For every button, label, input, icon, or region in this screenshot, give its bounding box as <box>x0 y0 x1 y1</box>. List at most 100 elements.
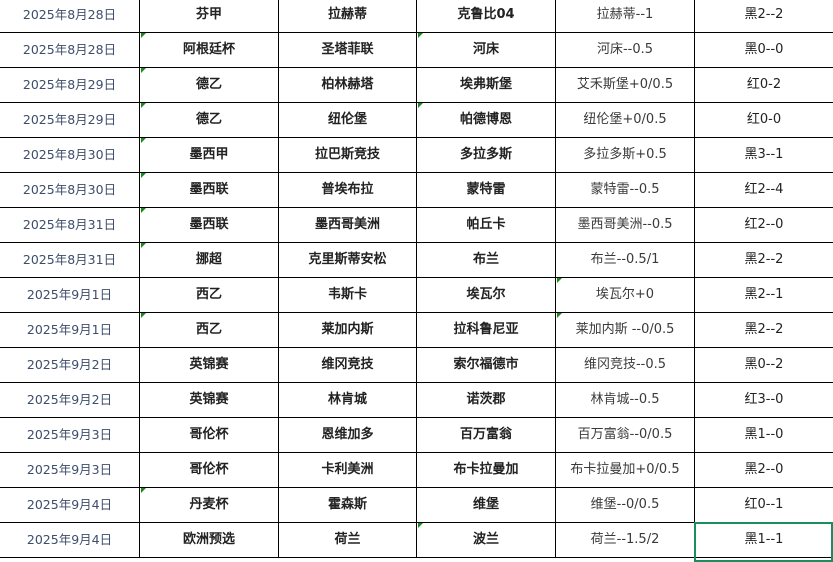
cell-league[interactable]: 挪超 <box>140 243 279 277</box>
cell-home[interactable]: 恩维加多 <box>279 418 417 452</box>
league-text: 挪超 <box>195 252 222 267</box>
cell-away[interactable]: 埃瓦尔 <box>417 278 556 312</box>
cell-league[interactable]: 墨西联 <box>140 173 279 207</box>
cell-result[interactable]: 黑1--1 <box>695 523 833 557</box>
cell-away[interactable]: 诺茨郡 <box>417 383 556 417</box>
cell-league[interactable]: 墨西甲 <box>140 138 279 172</box>
cell-away[interactable]: 埃弗斯堡 <box>417 68 556 102</box>
cell-away[interactable]: 帕德博恩 <box>417 103 556 137</box>
cell-date[interactable]: 2025年9月1日 <box>0 313 140 347</box>
cell-date[interactable]: 2025年9月4日 <box>0 488 140 522</box>
cell-handicap[interactable]: 河床--0.5 <box>556 33 695 67</box>
cell-league[interactable]: 墨西联 <box>140 208 279 242</box>
cell-away[interactable]: 维堡 <box>417 488 556 522</box>
cell-result[interactable]: 黑2--2 <box>695 313 833 347</box>
cell-league[interactable]: 德乙 <box>140 68 279 102</box>
cell-result[interactable]: 黑2--0 <box>695 453 833 487</box>
cell-away[interactable]: 百万富翁 <box>417 418 556 452</box>
cell-date[interactable]: 2025年8月30日 <box>0 173 140 207</box>
cell-date[interactable]: 2025年8月31日 <box>0 208 140 242</box>
cell-date[interactable]: 2025年8月31日 <box>0 243 140 277</box>
cell-result[interactable]: 红0-2 <box>695 68 833 102</box>
cell-league[interactable]: 芬甲 <box>140 0 279 32</box>
cell-league[interactable]: 哥伦杯 <box>140 453 279 487</box>
cell-date[interactable]: 2025年9月2日 <box>0 348 140 382</box>
cell-handicap[interactable]: 埃瓦尔+0 <box>556 278 695 312</box>
cell-handicap[interactable]: 百万富翁--0/0.5 <box>556 418 695 452</box>
cell-handicap[interactable]: 纽伦堡+0/0.5 <box>556 103 695 137</box>
cell-away[interactable]: 蒙特雷 <box>417 173 556 207</box>
cell-handicap[interactable]: 蒙特雷--0.5 <box>556 173 695 207</box>
cell-home[interactable]: 圣塔菲联 <box>279 33 417 67</box>
cell-home[interactable]: 普埃布拉 <box>279 173 417 207</box>
cell-date[interactable]: 2025年8月29日 <box>0 103 140 137</box>
cell-away[interactable]: 多拉多斯 <box>417 138 556 172</box>
cell-handicap[interactable]: 维冈竞技--0.5 <box>556 348 695 382</box>
cell-away[interactable]: 河床 <box>417 33 556 67</box>
cell-home[interactable]: 克里斯蒂安松 <box>279 243 417 277</box>
cell-handicap[interactable]: 林肯城--0.5 <box>556 383 695 417</box>
cell-result[interactable]: 红2--4 <box>695 173 833 207</box>
cell-date[interactable]: 2025年8月28日 <box>0 33 140 67</box>
away-text: 维堡 <box>472 497 499 512</box>
cell-home[interactable]: 莱加内斯 <box>279 313 417 347</box>
cell-league[interactable]: 英锦赛 <box>140 383 279 417</box>
cell-league[interactable]: 丹麦杯 <box>140 488 279 522</box>
cell-home[interactable]: 柏林赫塔 <box>279 68 417 102</box>
cell-result[interactable]: 黑1--0 <box>695 418 833 452</box>
cell-handicap[interactable]: 荷兰--1.5/2 <box>556 523 695 557</box>
cell-handicap[interactable]: 维堡--0/0.5 <box>556 488 695 522</box>
cell-handicap[interactable]: 多拉多斯+0.5 <box>556 138 695 172</box>
cell-away[interactable]: 克鲁比04 <box>417 0 556 32</box>
cell-away[interactable]: 布卡拉曼加 <box>417 453 556 487</box>
cell-league[interactable]: 英锦赛 <box>140 348 279 382</box>
cell-date[interactable]: 2025年9月1日 <box>0 278 140 312</box>
cell-league[interactable]: 阿根廷杯 <box>140 33 279 67</box>
cell-result[interactable]: 红0--1 <box>695 488 833 522</box>
cell-league[interactable]: 西乙 <box>140 278 279 312</box>
cell-away[interactable]: 帕丘卡 <box>417 208 556 242</box>
cell-home[interactable]: 拉赫蒂 <box>279 0 417 32</box>
cell-date[interactable]: 2025年8月28日 <box>0 0 140 32</box>
cell-date[interactable]: 2025年9月3日 <box>0 453 140 487</box>
cell-home[interactable]: 韦斯卡 <box>279 278 417 312</box>
cell-result[interactable]: 红3--0 <box>695 383 833 417</box>
cell-home[interactable]: 霍森斯 <box>279 488 417 522</box>
cell-league[interactable]: 哥伦杯 <box>140 418 279 452</box>
cell-home[interactable]: 墨西哥美洲 <box>279 208 417 242</box>
cell-away[interactable]: 索尔福德市 <box>417 348 556 382</box>
cell-handicap[interactable]: 布兰--0.5/1 <box>556 243 695 277</box>
cell-handicap[interactable]: 拉赫蒂--1 <box>556 0 695 32</box>
cell-away[interactable]: 波兰 <box>417 523 556 557</box>
cell-home[interactable]: 荷兰 <box>279 523 417 557</box>
cell-home[interactable]: 维冈竞技 <box>279 348 417 382</box>
cell-result[interactable]: 黑2--2 <box>695 243 833 277</box>
cell-away[interactable]: 拉科鲁尼亚 <box>417 313 556 347</box>
cell-home[interactable]: 卡利美洲 <box>279 453 417 487</box>
cell-date[interactable]: 2025年9月3日 <box>0 418 140 452</box>
cell-result[interactable]: 黑0--0 <box>695 33 833 67</box>
cell-result[interactable]: 黑3--1 <box>695 138 833 172</box>
cell-handicap[interactable]: 莱加内斯 --0/0.5 <box>556 313 695 347</box>
cell-away[interactable]: 布兰 <box>417 243 556 277</box>
cell-handicap[interactable]: 艾禾斯堡+0/0.5 <box>556 68 695 102</box>
cell-league[interactable]: 欧洲预选 <box>140 523 279 557</box>
cell-result[interactable]: 黑2--1 <box>695 278 833 312</box>
cell-home[interactable]: 纽伦堡 <box>279 103 417 137</box>
result-text: 红2--4 <box>744 182 784 197</box>
result-text: 黑0--0 <box>744 42 784 57</box>
cell-home[interactable]: 拉巴斯竞技 <box>279 138 417 172</box>
cell-league[interactable]: 西乙 <box>140 313 279 347</box>
cell-home[interactable]: 林肯城 <box>279 383 417 417</box>
cell-league[interactable]: 德乙 <box>140 103 279 137</box>
cell-handicap[interactable]: 布卡拉曼加+0/0.5 <box>556 453 695 487</box>
cell-date[interactable]: 2025年8月29日 <box>0 68 140 102</box>
cell-date[interactable]: 2025年9月2日 <box>0 383 140 417</box>
cell-result[interactable]: 黑0--2 <box>695 348 833 382</box>
cell-handicap[interactable]: 墨西哥美洲--0.5 <box>556 208 695 242</box>
cell-date[interactable]: 2025年8月30日 <box>0 138 140 172</box>
cell-result[interactable]: 红0-0 <box>695 103 833 137</box>
cell-date[interactable]: 2025年9月4日 <box>0 523 140 557</box>
cell-result[interactable]: 黑2--2 <box>695 0 833 32</box>
cell-result[interactable]: 红2--0 <box>695 208 833 242</box>
